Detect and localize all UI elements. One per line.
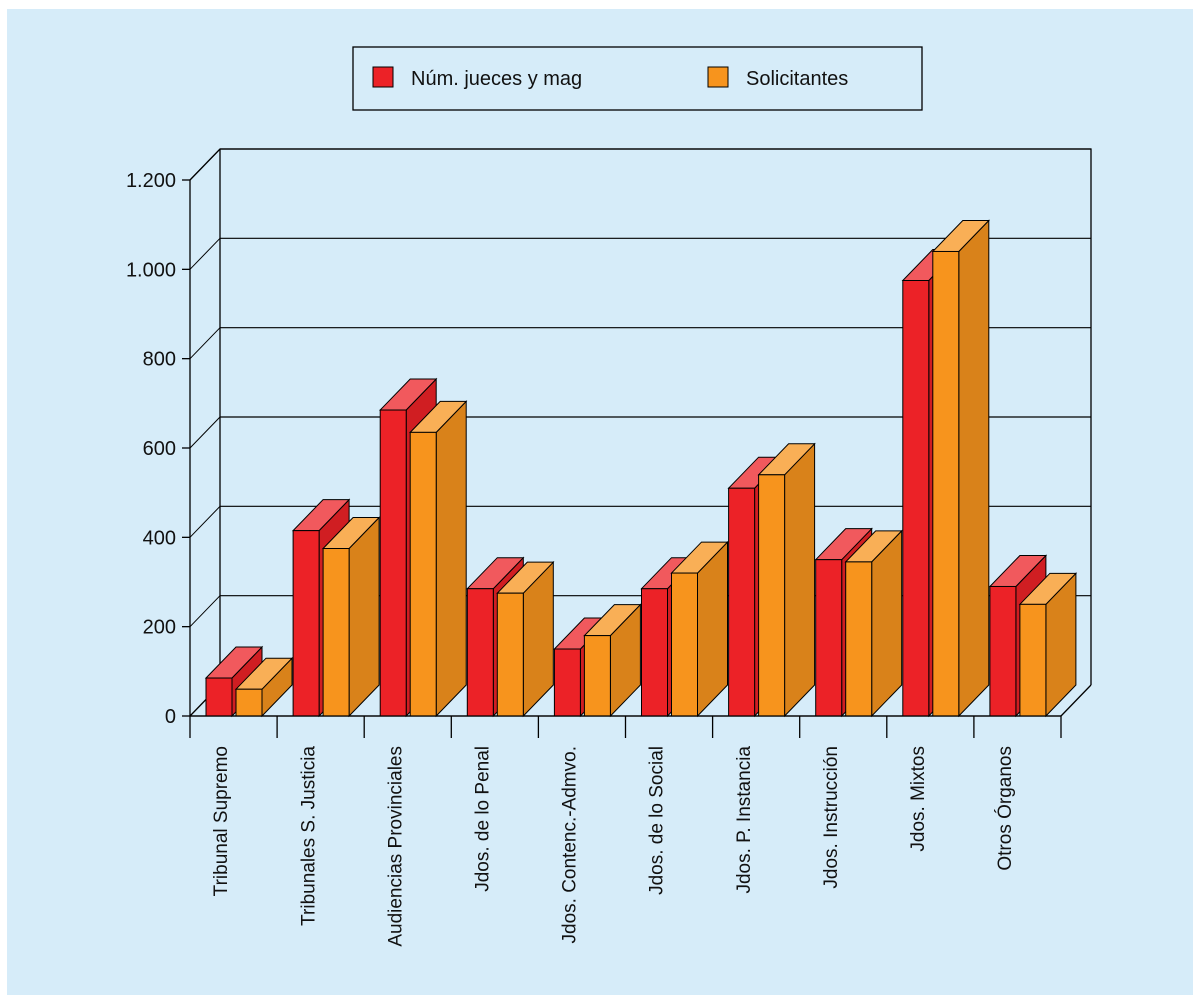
x-tick-label: Jdos. de lo Penal [473, 746, 494, 892]
y-tick-label: 1.000 [126, 259, 176, 281]
bar-front-face [292, 530, 320, 717]
bar [931, 219, 990, 718]
x-tick-label: Jdos. P. Instancia [734, 746, 755, 894]
y-tick-label: 400 [143, 527, 176, 549]
gridline-side [189, 237, 221, 270]
bar [409, 400, 468, 718]
bar-front-face [758, 474, 786, 717]
y-axis: 0 200 400 600 800 1.000 1.200 [126, 170, 190, 728]
bar-side-face [871, 529, 903, 718]
x-tick-label: Jdos. Instrucción [821, 746, 842, 889]
bar-front-face [496, 592, 524, 717]
x-axis: Tribunal Supremo Tribunales S. Justicia Au… [189, 715, 1062, 947]
x-tick-label: Audiencias Provinciales [385, 746, 406, 947]
bar-front-face [322, 548, 350, 717]
bar-side-face [958, 219, 990, 718]
bar-front-face [932, 250, 960, 717]
x-tick-label: Jdos. Mixtos [908, 746, 929, 852]
legend-box [352, 46, 923, 111]
bar-front-face [989, 585, 1017, 717]
floor-right-edge [1060, 684, 1092, 717]
bar-side-face [784, 442, 816, 718]
bar [234, 656, 294, 718]
legend-swatch [372, 66, 394, 88]
bar-front-face [1019, 603, 1047, 717]
legend-label: Solicitantes [746, 68, 848, 90]
legend: Núm. jueces y mag Solicitantes [352, 46, 923, 111]
bar-front-face [671, 572, 698, 717]
gridline-side [189, 148, 221, 181]
y-tick-label: 800 [143, 349, 176, 371]
legend-swatch [707, 66, 729, 88]
bar-front-face [379, 409, 407, 717]
x-tick-label: Otros Órganos [994, 746, 1016, 871]
bar-side-face [435, 400, 467, 718]
bar [496, 560, 555, 718]
bar-front-face [409, 431, 437, 717]
x-tick-label: Jdos. de lo Social [647, 746, 668, 895]
y-tick-label: 200 [143, 617, 176, 639]
chart-background: Núm. jueces y mag Solicitantes 0 200 400 600… [7, 9, 1193, 995]
bar-front-face [641, 588, 668, 717]
bar-front-face [728, 487, 756, 717]
bar-front-face [205, 677, 233, 717]
bar [844, 529, 903, 718]
bar [670, 540, 729, 718]
x-tick-label: Tribunales S. Justicia [298, 746, 319, 926]
y-tick-label: 0 [165, 706, 176, 728]
gridline-side [189, 505, 221, 538]
bar-front-face [583, 635, 611, 717]
bar-side-face [348, 516, 380, 718]
bar-front-face [902, 280, 930, 717]
bars [204, 219, 1078, 718]
bar-front-face [553, 648, 581, 717]
bar-chart: Núm. jueces y mag Solicitantes 0 200 400 600… [126, 46, 1092, 947]
bar-front-face [845, 561, 873, 717]
y-tick-label: 1.200 [126, 170, 176, 192]
bar [1018, 572, 1078, 718]
bar [757, 442, 816, 718]
gridline-side [189, 327, 221, 360]
bar [583, 603, 642, 718]
gridline-side [189, 595, 221, 628]
gridline-side [189, 416, 221, 449]
bar-front-face [815, 559, 843, 717]
bar-front-face [466, 588, 494, 717]
x-tick-label: Tribunal Supremo [211, 746, 232, 896]
bar-front-face [235, 688, 263, 717]
legend-label: Núm. jueces y mag [411, 68, 582, 90]
x-tick-label: Jdos. Contenc.-Admvo. [560, 746, 581, 943]
y-tick-label: 600 [143, 438, 176, 460]
bar [321, 516, 381, 718]
